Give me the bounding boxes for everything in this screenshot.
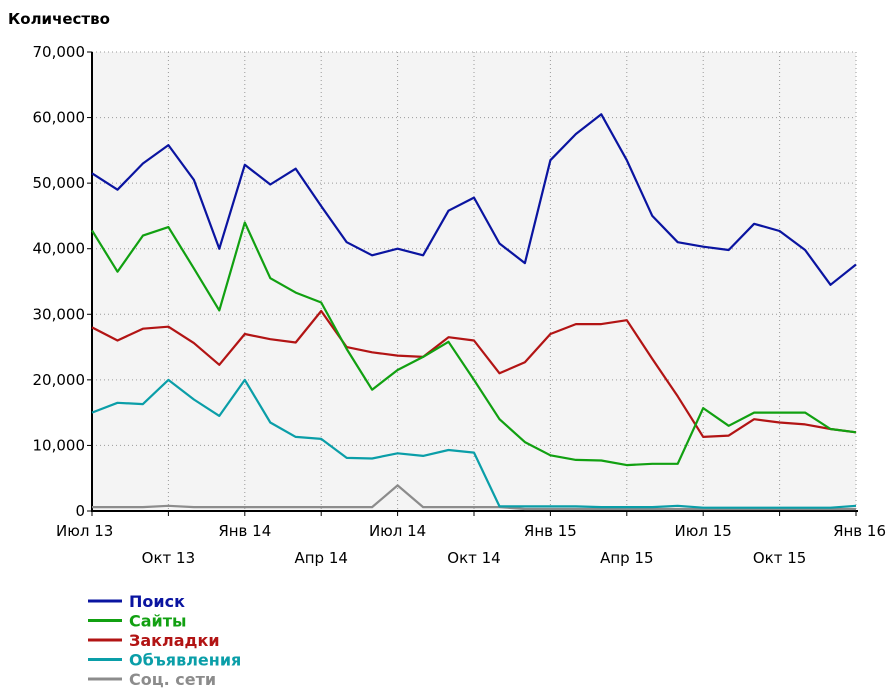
y-axis-labels: 0 10,000 20,000 30,000 40,000 50,000 60,000 70,… <box>33 43 86 520</box>
y-tick-label: 0 <box>75 502 85 520</box>
y-tick-label: 70,000 <box>33 43 86 61</box>
series-line-3 <box>91 378 857 509</box>
x-tick-label: Окт 15 <box>753 549 806 567</box>
legend-label: Поиск <box>129 592 185 611</box>
legend-label: Закладки <box>129 631 220 650</box>
y-tick-label: 60,000 <box>33 109 86 127</box>
series-lines <box>91 113 857 511</box>
x-tick-label: Окт 13 <box>142 549 195 567</box>
y-tick-label: 10,000 <box>33 436 86 454</box>
series-line-2 <box>91 309 857 438</box>
x-tick-label: Окт 14 <box>447 549 500 567</box>
y-tick-label: 50,000 <box>33 174 86 192</box>
x-tick-label: Июл 13 <box>56 522 113 540</box>
legend-label: Соц. сети <box>129 670 216 689</box>
series-line-4 <box>92 484 856 511</box>
y-tick-label: 20,000 <box>33 371 86 389</box>
x-tick-label: Янв 14 <box>218 522 271 540</box>
x-tick-label: Апр 14 <box>294 549 347 567</box>
chart-title: Количество <box>8 10 110 28</box>
x-tick-label: Июл 14 <box>369 522 426 540</box>
x-tick-label: Янв 16 <box>833 522 886 540</box>
x-tick-label: Янв 15 <box>524 522 577 540</box>
x-axis-labels: Июл 13 Окт 13 Янв 14 Апр 14 Июл 14 Окт 14 Янв … <box>56 522 886 567</box>
series-line-1 <box>91 221 857 467</box>
legend-label: Сайты <box>129 612 187 631</box>
series-line-0 <box>91 113 857 286</box>
legend-label: Объявления <box>129 651 241 670</box>
x-tick-label: Июл 15 <box>675 522 732 540</box>
x-tick-label: Апр 15 <box>600 549 653 567</box>
axes <box>87 51 858 516</box>
y-tick-label: 40,000 <box>33 240 86 258</box>
y-tick-label: 30,000 <box>33 305 86 323</box>
